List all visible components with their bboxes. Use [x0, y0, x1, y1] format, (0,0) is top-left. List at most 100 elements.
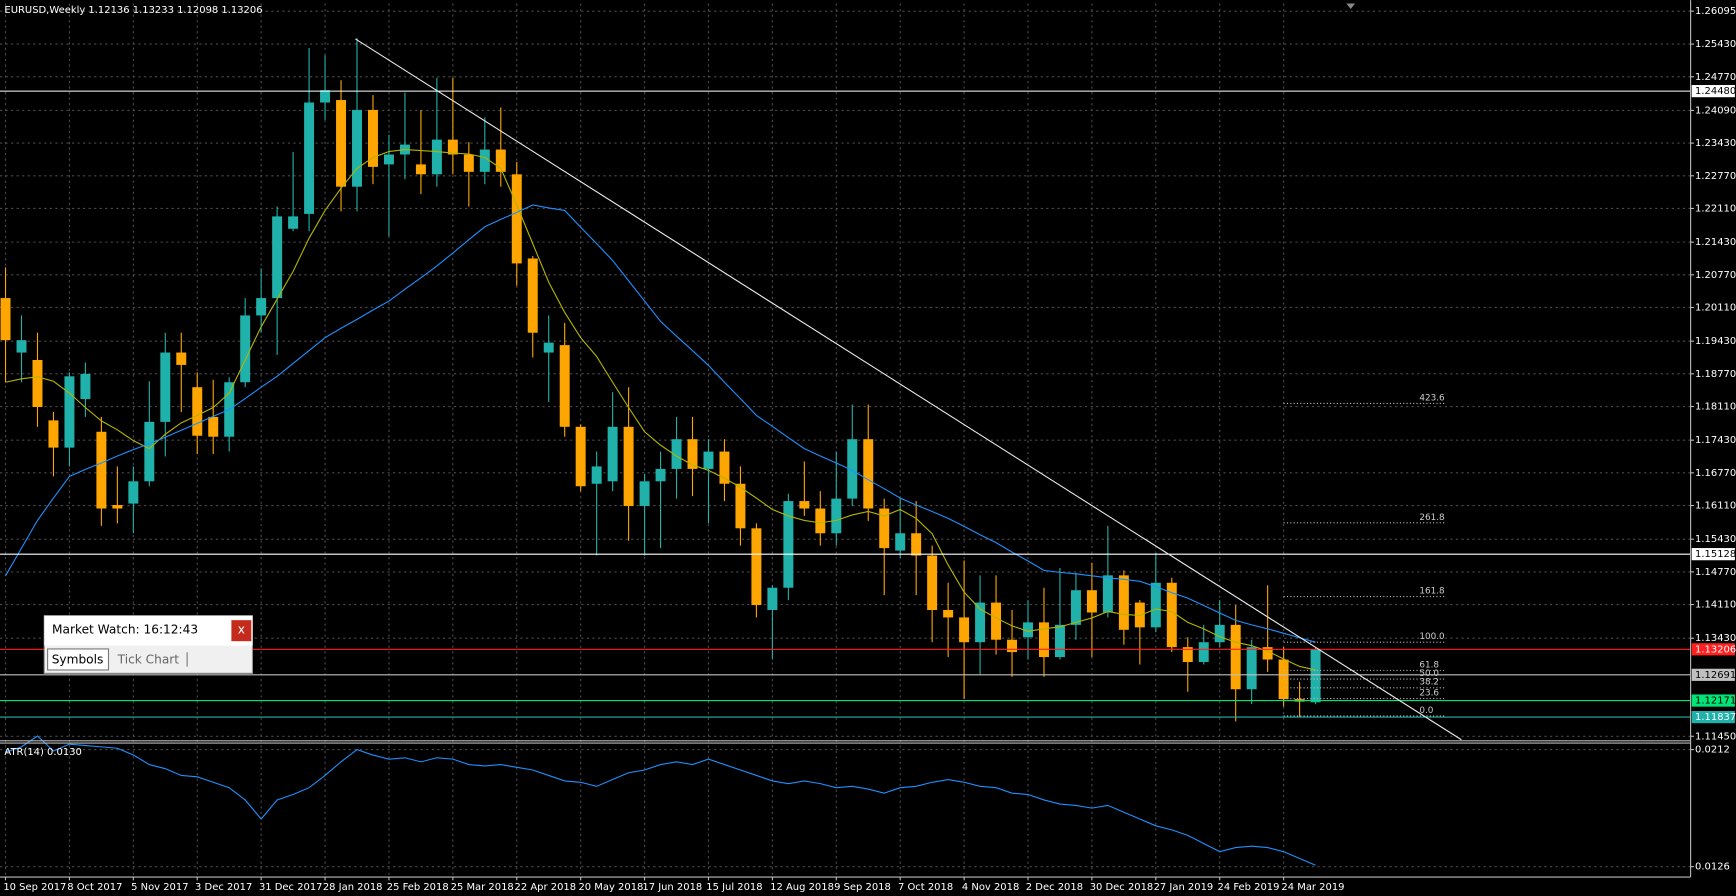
- fib-level-label: 161.8: [1419, 587, 1445, 597]
- fib-level-label: 38.2: [1419, 678, 1439, 688]
- y-tick-label: 1.21430: [1695, 237, 1736, 248]
- candle-body: [559, 345, 570, 427]
- candle-body: [831, 498, 842, 534]
- x-tick-label: 5 Nov 2017: [131, 882, 188, 893]
- x-tick-label: 4 Nov 2018: [962, 882, 1019, 893]
- candle-body: [463, 154, 474, 172]
- close-button[interactable]: [231, 620, 252, 642]
- candle-body: [847, 439, 858, 499]
- candle-body: [160, 352, 171, 422]
- x-tick-label: 10 Sep 2017: [3, 882, 66, 893]
- x-tick-label: 25 Feb 2018: [387, 882, 449, 893]
- y-tick-label: 0.0212: [1695, 745, 1730, 756]
- candle-body: [304, 102, 315, 214]
- candle-body: [543, 342, 554, 353]
- candle-body: [991, 602, 1002, 640]
- x-tick-label: 24 Feb 2019: [1218, 882, 1280, 893]
- y-tick-label: 1.15430: [1695, 534, 1736, 545]
- candle-body: [288, 216, 299, 229]
- y-tick-label: 1.18110: [1695, 402, 1736, 413]
- candle-body: [64, 376, 75, 448]
- candle-body: [927, 555, 938, 611]
- candle-body: [879, 508, 890, 549]
- x-tick-label: 15 Jul 2018: [706, 882, 762, 893]
- tab-label[interactable]: Symbols: [52, 653, 104, 667]
- candle-body: [415, 164, 426, 175]
- x-tick-label: 12 Aug 2018: [770, 882, 834, 893]
- price-tag-label: 1.12691: [1695, 670, 1736, 681]
- x-tick-label: 20 May 2018: [578, 882, 643, 893]
- candle-body: [943, 610, 954, 618]
- market-watch-window: Market Watch: 16:12:43 x Symbols Tick Ch…: [43, 615, 253, 674]
- candle-body: [527, 258, 538, 333]
- y-tick-label: 1.25430: [1695, 39, 1736, 50]
- indicator-line: [5, 148, 1316, 671]
- candle-body: [639, 481, 650, 507]
- y-tick-label: 1.14110: [1695, 600, 1736, 611]
- y-tick-label: 1.24770: [1695, 72, 1736, 83]
- candle-body: [336, 100, 347, 187]
- candle-body: [368, 109, 378, 167]
- candle-body: [863, 439, 874, 509]
- candle-body: [495, 149, 506, 172]
- x-tick-label: 22 Apr 2018: [515, 882, 577, 893]
- candle-body: [575, 426, 586, 487]
- candle-body: [799, 501, 810, 509]
- indicator-title: ATR(14) 0.0130: [4, 747, 81, 758]
- candle-body: [320, 90, 331, 103]
- price-tag: [1691, 668, 1735, 681]
- price-tag: [1691, 85, 1735, 98]
- candle-body: [240, 315, 251, 383]
- candle-body: [1023, 622, 1033, 638]
- y-tick-label: 1.16770: [1695, 468, 1736, 479]
- candle-body: [144, 421, 155, 482]
- candle-body: [112, 505, 123, 509]
- candle-body: [1214, 624, 1225, 643]
- price-tag: [1691, 548, 1735, 561]
- candle-body: [815, 508, 826, 534]
- y-tick-label: 1.19430: [1695, 336, 1736, 347]
- candle-body: [32, 359, 43, 408]
- y-tick-label: 1.13430: [1695, 633, 1736, 644]
- candle-body: [895, 533, 906, 551]
- candle-body: [751, 528, 762, 606]
- market-watch-title: Market Watch: 16:12:43: [52, 623, 198, 637]
- price-tag-label: 1.15128: [1695, 549, 1736, 560]
- candle-body: [1246, 647, 1257, 690]
- x-tick-label: 8 Oct 2017: [67, 882, 122, 893]
- close-button-label[interactable]: x: [238, 623, 245, 637]
- indicator-line: [5, 735, 1316, 866]
- price-tag-label: 1.24480: [1695, 86, 1736, 97]
- tab-symbols[interactable]: [47, 648, 110, 671]
- x-tick-label: 2 Dec 2018: [1026, 882, 1083, 893]
- candle-body: [607, 426, 618, 482]
- candle-body: [272, 216, 283, 299]
- tab-label[interactable]: Tick Chart: [117, 653, 180, 667]
- candle-body: [511, 174, 522, 264]
- price-tag: [1691, 643, 1735, 656]
- y-tick-label: 1.23430: [1695, 138, 1736, 149]
- candle-body: [352, 109, 362, 187]
- candle-body: [0, 298, 11, 341]
- candle-body: [687, 439, 698, 469]
- candle-body: [735, 483, 746, 529]
- candle-body: [1070, 590, 1081, 625]
- y-tick-label: 1.26095: [1695, 6, 1736, 17]
- candle-body: [479, 149, 490, 172]
- fib-level-label: 423.6: [1419, 393, 1445, 403]
- candle-body: [1102, 575, 1113, 613]
- candle-body: [623, 426, 634, 507]
- fib-level-label: 50.0: [1419, 669, 1439, 679]
- market-watch-titlebar: [44, 615, 253, 646]
- fib-level-label: 100.0: [1419, 632, 1445, 642]
- candle-body: [959, 617, 970, 643]
- candle-body: [783, 501, 794, 588]
- trendline: [355, 38, 1462, 741]
- y-tick-label: 1.14770: [1695, 567, 1736, 578]
- shift-marker: [1346, 3, 1356, 10]
- y-tick-label: 1.20110: [1695, 302, 1736, 313]
- fib-level-label: 61.8: [1419, 660, 1439, 670]
- candle-body: [1150, 582, 1161, 628]
